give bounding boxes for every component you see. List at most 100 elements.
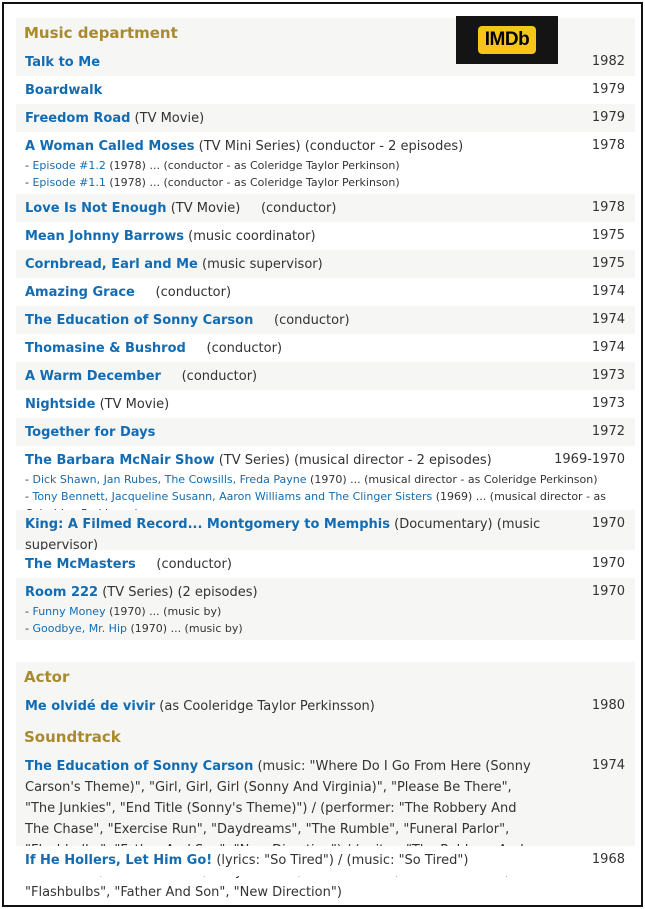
role-text: (lyrics: "So Tired") / (music: "So Tired… bbox=[212, 853, 469, 868]
title-link[interactable]: Love Is Not Enough bbox=[25, 201, 167, 216]
episode-link[interactable]: Funny Money bbox=[32, 605, 106, 618]
year: 1980 bbox=[591, 698, 625, 713]
role-text: (TV Movie) bbox=[130, 111, 205, 126]
bullet-dash: - bbox=[25, 159, 33, 172]
episode-role-text: (1970) ... (musical director - as Coleri… bbox=[306, 473, 598, 486]
title-link[interactable]: A Woman Called Moses bbox=[25, 139, 195, 154]
bullet-dash: - bbox=[25, 622, 33, 635]
role-text: (music coordinator) bbox=[184, 229, 316, 244]
filmography-row: The Education of Sonny Carson (conductor… bbox=[16, 306, 635, 334]
filmography-row: King: A Filmed Record... Montgomery to M… bbox=[16, 510, 635, 553]
episode-item: - Episode #1.2 (1978) ... (conductor - a… bbox=[25, 157, 623, 174]
role-text: (conductor) bbox=[185, 341, 283, 356]
year: 1969-1970 bbox=[554, 452, 625, 467]
role-text: (music supervisor) bbox=[197, 257, 323, 272]
bullet-dash: - bbox=[25, 490, 33, 503]
year: 1975 bbox=[591, 228, 625, 243]
year: 1970 bbox=[591, 556, 625, 571]
filmography-row: A Woman Called Moses (TV Mini Series) (c… bbox=[16, 132, 635, 194]
episode-role-text: (1970) ... (music by) bbox=[105, 605, 222, 618]
year: 1974 bbox=[591, 312, 625, 327]
episode-role-text: (1970) ... (music by) bbox=[127, 622, 243, 635]
title-link[interactable]: The McMasters bbox=[25, 557, 136, 572]
episode-item: - Funny Money (1970) ... (music by) bbox=[25, 603, 623, 620]
episode-link[interactable]: Episode #1.1 bbox=[32, 176, 106, 189]
soundtrack-heading: Soundtrack bbox=[16, 722, 635, 752]
filmography-row: Thomasine & Bushrod (conductor) 1974 bbox=[16, 334, 635, 362]
role-text: (TV Movie) (conductor) bbox=[166, 201, 337, 216]
filmography-row: Boardwalk 1979 bbox=[16, 76, 635, 104]
title-link[interactable]: Boardwalk bbox=[25, 83, 103, 98]
role-text: (conductor) bbox=[160, 369, 258, 384]
title-link[interactable]: The Barbara McNair Show bbox=[25, 453, 215, 468]
imdb-logo-badge: IMDb bbox=[477, 26, 537, 54]
title-link[interactable]: Me olvidé de vivir bbox=[25, 699, 156, 714]
role-text: (TV Movie) bbox=[95, 397, 170, 412]
bullet-dash: - bbox=[25, 176, 33, 189]
role-text: (conductor) bbox=[134, 285, 232, 300]
bullet-dash: - bbox=[25, 473, 33, 486]
role-text: (conductor) bbox=[135, 557, 232, 572]
title-link[interactable]: Cornbread, Earl and Me bbox=[25, 257, 198, 272]
episode-item: - Goodbye, Mr. Hip (1970) ... (music by) bbox=[25, 620, 623, 637]
filmography-row: Room 222 (TV Series) (2 episodes) 1970 - F… bbox=[16, 578, 635, 640]
filmography-row: Me olvidé de vivir (as Cooleridge Taylor… bbox=[16, 692, 635, 722]
year: 1974 bbox=[591, 340, 625, 355]
episode-item: - Episode #1.1 (1978) ... (conductor - a… bbox=[25, 174, 623, 191]
year: 1978 bbox=[591, 200, 625, 215]
filmography-row: The Education of Sonny Carson (music: "W… bbox=[16, 752, 635, 900]
year: 1972 bbox=[591, 424, 625, 439]
role-text: (music: "Where Do I Go From Here (Sonny … bbox=[25, 759, 531, 900]
year: 1982 bbox=[591, 54, 625, 69]
filmography-row: If He Hollers, Let Him Go! (lyrics: "So … bbox=[16, 846, 635, 876]
filmography-row: Freedom Road (TV Movie) 1979 bbox=[16, 104, 635, 132]
year: 1979 bbox=[591, 110, 625, 125]
title-link[interactable]: Room 222 bbox=[25, 585, 99, 600]
title-link[interactable]: Mean Johnny Barrows bbox=[25, 229, 185, 244]
filmography-row: The Barbara McNair Show (TV Series) (mus… bbox=[16, 446, 635, 520]
filmography-row: Cornbread, Earl and Me (music supervisor… bbox=[16, 250, 635, 278]
title-link[interactable]: Nightside bbox=[25, 397, 96, 412]
music-department-section: Music department Talk to Me 1982 Boardwalk 1… bbox=[16, 18, 635, 640]
year: 1970 bbox=[591, 516, 625, 531]
year: 1970 bbox=[591, 584, 625, 599]
title-link[interactable]: The Education of Sonny Carson bbox=[25, 759, 254, 774]
title-link[interactable]: If He Hollers, Let Him Go! bbox=[25, 853, 213, 868]
year: 1974 bbox=[591, 284, 625, 299]
filmography-row: The McMasters (conductor) 1970 bbox=[16, 550, 635, 578]
filmography-row: Mean Johnny Barrows (music coordinator) 1… bbox=[16, 222, 635, 250]
soundtrack-section: Soundtrack The Education of Sonny Carson … bbox=[16, 722, 635, 900]
year: 1973 bbox=[591, 396, 625, 411]
role-text: (conductor) bbox=[253, 313, 350, 328]
episode-role-text: (1978) ... (conductor - as Coleridge Tay… bbox=[105, 176, 400, 189]
year: 1975 bbox=[591, 256, 625, 271]
title-link[interactable]: A Warm December bbox=[25, 369, 161, 384]
title-link[interactable]: Freedom Road bbox=[25, 111, 131, 126]
bullet-dash: - bbox=[25, 605, 33, 618]
title-link[interactable]: Thomasine & Bushrod bbox=[25, 341, 186, 356]
title-link[interactable]: Amazing Grace bbox=[25, 285, 135, 300]
filmography-row: Love Is Not Enough (TV Movie) (conductor… bbox=[16, 194, 635, 222]
filmography-row: Nightside (TV Movie) 1973 bbox=[16, 390, 635, 418]
title-link[interactable]: Together for Days bbox=[25, 425, 156, 440]
episode-item: - Dick Shawn, Jan Rubes, The Cowsills, F… bbox=[25, 471, 623, 488]
role-text: (Documentary) (music supervisor) bbox=[25, 517, 545, 553]
title-link[interactable]: The Education of Sonny Carson bbox=[25, 313, 254, 328]
actor-heading: Actor bbox=[16, 662, 635, 692]
episode-link[interactable]: Goodbye, Mr. Hip bbox=[32, 622, 127, 635]
title-link[interactable]: King: A Filmed Record... Montgomery to M… bbox=[25, 517, 390, 532]
episode-role-text: (1978) ... (conductor - as Coleridge Tay… bbox=[105, 159, 400, 172]
role-text: (TV Series) (musical director - 2 episod… bbox=[214, 453, 492, 468]
episode-link[interactable]: Episode #1.2 bbox=[32, 159, 106, 172]
role-text: (as Cooleridge Taylor Perkinsson) bbox=[155, 699, 375, 714]
filmography-row: Together for Days 1972 bbox=[16, 418, 635, 446]
episode-link[interactable]: Tony Bennett, Jacqueline Susann, Aaron W… bbox=[32, 490, 433, 503]
title-link[interactable]: Talk to Me bbox=[25, 55, 101, 70]
role-text: (TV Series) (2 episodes) bbox=[98, 585, 258, 600]
episode-link[interactable]: Dick Shawn, Jan Rubes, The Cowsills, Fre… bbox=[32, 473, 307, 486]
year: 1968 bbox=[591, 852, 625, 867]
filmography-row: Amazing Grace (conductor) 1974 bbox=[16, 278, 635, 306]
imdb-logo: IMDb bbox=[456, 16, 558, 64]
actor-section: Actor Me olvidé de vivir (as Cooleridge T… bbox=[16, 662, 635, 722]
year: 1979 bbox=[591, 82, 625, 97]
